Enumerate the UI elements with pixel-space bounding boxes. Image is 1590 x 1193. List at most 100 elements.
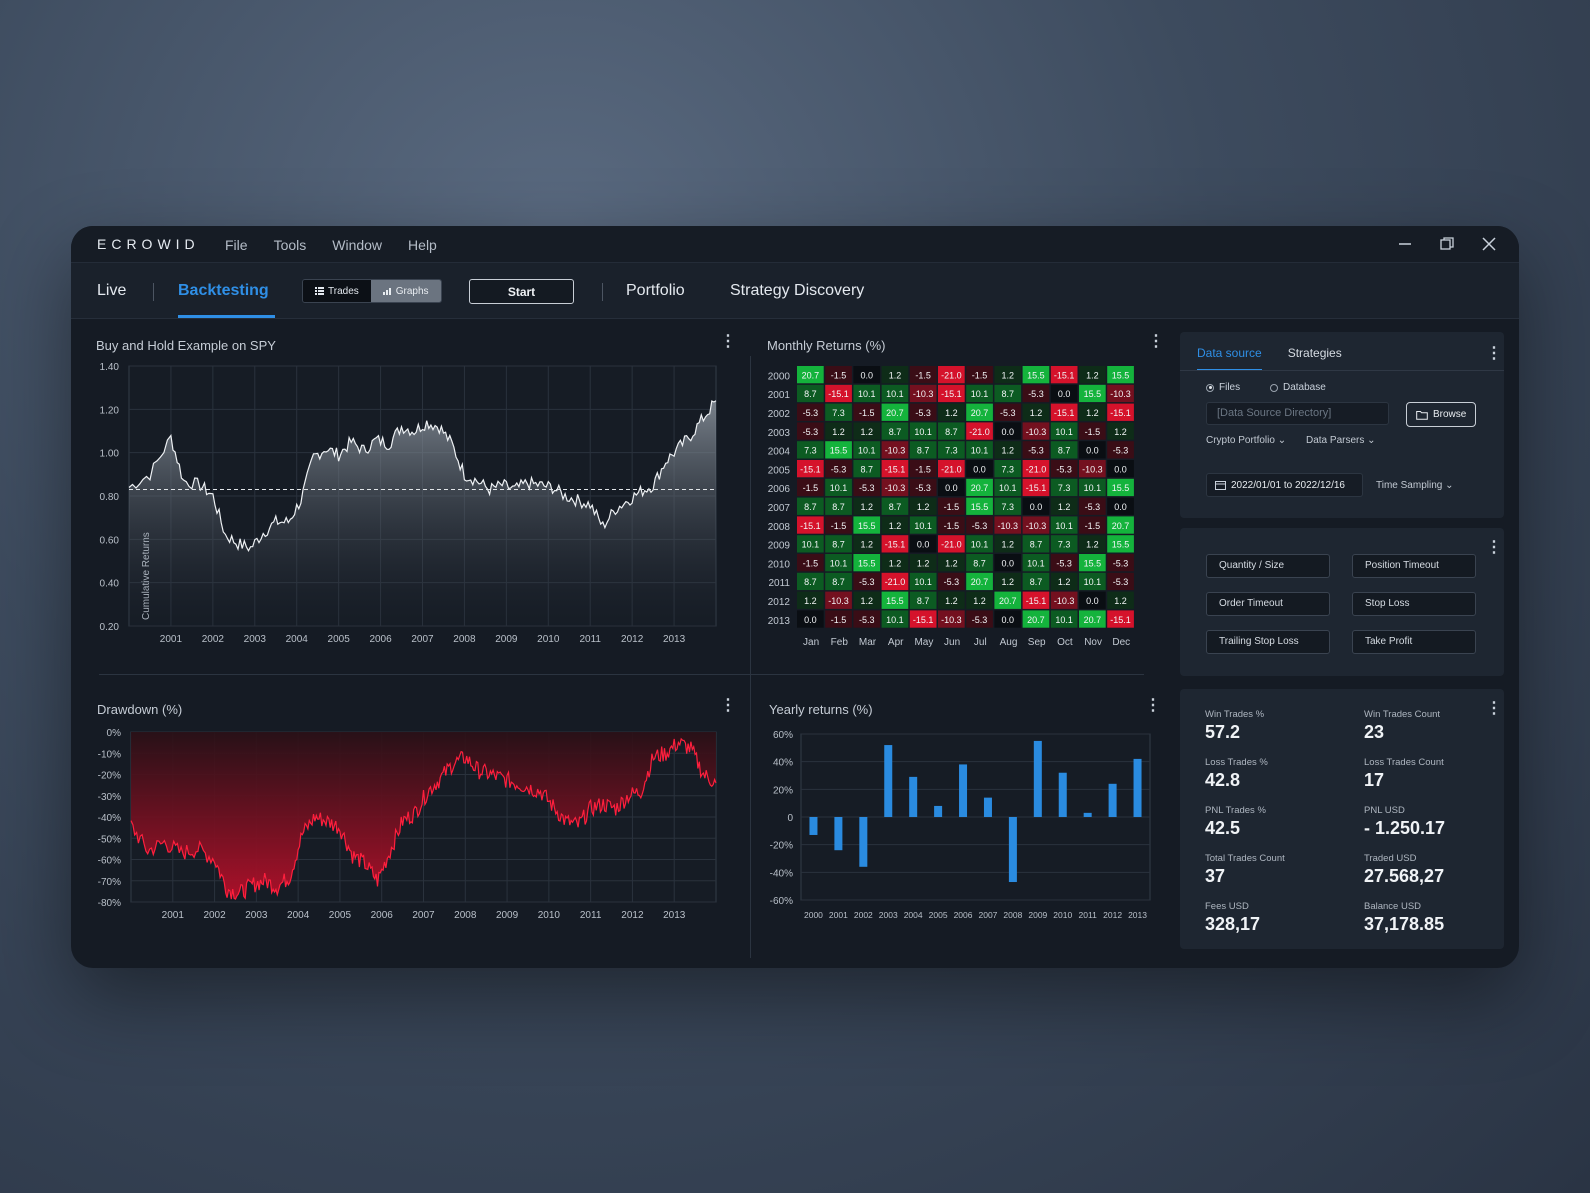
drawdown-more-icon[interactable]: ⋮ [720, 697, 736, 714]
y-tick-label: -70% [98, 877, 121, 888]
cell-value: 20.7 [971, 408, 989, 418]
date-range-field[interactable]: 2022/01/01 to 2022/12/16 [1206, 473, 1363, 497]
heatmap-cell [994, 535, 1022, 553]
tab-strategies[interactable]: Strategies [1287, 346, 1342, 360]
heatmap-cell [966, 366, 993, 384]
cell-value: -15.1 [1110, 615, 1131, 625]
trailing-stop-loss-field[interactable]: Trailing Stop Loss [1206, 630, 1330, 654]
cell-value: -21.0 [941, 370, 962, 380]
data-source-directory-input[interactable]: [Data Source Directory] [1206, 402, 1389, 425]
y-tick-label: -40% [770, 868, 793, 879]
heatmap-cell [994, 591, 1022, 609]
heatmap-cell [1022, 384, 1050, 403]
spy-more-icon[interactable]: ⋮ [720, 333, 736, 350]
data-parsers-dropdown[interactable]: Data Parsers ⌄ [1306, 435, 1376, 446]
heatmap-cell [853, 384, 881, 403]
crypto-portfolio-dropdown[interactable]: Crypto Portfolio ⌄ [1206, 435, 1286, 446]
cell-value: 1.2 [945, 596, 958, 606]
x-tick-label: 2003 [245, 910, 268, 921]
close-icon[interactable] [1479, 234, 1499, 254]
stop-loss-field[interactable]: Stop Loss [1352, 592, 1476, 616]
heatmap-cell [966, 572, 993, 591]
heatmap-cell [909, 572, 937, 591]
menu-help[interactable]: Help [408, 237, 437, 253]
take-profit-field[interactable]: Take Profit [1352, 630, 1476, 654]
heatmap-cell [938, 572, 965, 591]
heatmap-cell [825, 516, 852, 534]
nav-portfolio[interactable]: Portfolio [626, 282, 685, 299]
minimize-icon[interactable] [1395, 234, 1415, 254]
cell-value: 20.7 [1027, 615, 1045, 625]
heatmap-cell [909, 441, 937, 459]
stat-value: 328,17 [1205, 914, 1261, 934]
radio-files[interactable]: Files [1206, 382, 1240, 393]
y-tick-label: 0.40 [100, 579, 120, 590]
heatmap-cell [853, 610, 881, 628]
cell-value: -15.1 [885, 464, 906, 474]
cell-value: 8.7 [832, 540, 845, 550]
time-sampling-dropdown[interactable]: Time Sampling ⌄ [1376, 480, 1454, 491]
heatmap-cell [1079, 554, 1106, 572]
heatmap-cell [881, 591, 909, 609]
yearly-more-icon[interactable]: ⋮ [1145, 697, 1161, 714]
y-tick-label: 1.20 [100, 405, 120, 416]
cell-value: -5.3 [1056, 464, 1072, 474]
heatmap-cell [1050, 422, 1078, 440]
menu-tools[interactable]: Tools [273, 237, 307, 253]
menu-file[interactable]: File [225, 237, 248, 253]
nav-strategy-discovery[interactable]: Strategy Discovery [730, 282, 865, 299]
cell-value: -5.3 [972, 521, 988, 531]
monthly-more-icon[interactable]: ⋮ [1148, 333, 1164, 350]
restore-icon[interactable] [1437, 234, 1457, 254]
cell-value: 1.2 [945, 558, 958, 568]
spy-chart: 1.40 1.20 1.00 0.80 0.60 0.40 0.20 2001 2002 2003… [100, 362, 717, 645]
x-tick-label: 2010 [1053, 910, 1072, 920]
stats-more-icon[interactable]: ⋮ [1486, 700, 1502, 717]
quantity-size-field[interactable]: Quantity / Size [1206, 554, 1330, 578]
monthly-heatmap: 2000 20.7 -1.5 0.0 1.2 -1.5 -21.0 -1.5 1.2 15.5 -1… [768, 366, 1134, 648]
nav-separator [602, 283, 603, 301]
toggle-graphs[interactable]: Graphs [370, 280, 441, 302]
cell-value: -5.3 [972, 615, 988, 625]
nav-backtesting[interactable]: Backtesting [178, 282, 269, 299]
x-tick-label: 2004 [286, 634, 309, 645]
heatmap-cell [1050, 441, 1078, 459]
cell-value: -21.0 [969, 427, 990, 437]
heatmap-cell [1079, 478, 1106, 497]
position-timeout-field[interactable]: Position Timeout [1352, 554, 1476, 578]
cell-value: 7.3 [1058, 483, 1071, 493]
col-label: Apr [888, 637, 904, 648]
heatmap-cell [994, 366, 1022, 384]
y-tick-label: 0.80 [100, 492, 120, 503]
radio-database[interactable]: Database [1270, 382, 1326, 393]
data-parsers-label: Data Parsers [1306, 435, 1365, 446]
params-more-icon[interactable]: ⋮ [1486, 539, 1502, 556]
cell-value: -21.0 [941, 540, 962, 550]
y-tick-label: -20% [770, 841, 793, 852]
browse-button[interactable]: Browse [1406, 402, 1477, 427]
yearly-bar [1058, 772, 1067, 817]
cell-value: -10.3 [997, 521, 1018, 531]
toggle-trades[interactable]: Trades [303, 280, 371, 302]
cell-value: 10.1 [886, 615, 904, 625]
cell-value: -15.1 [885, 540, 906, 550]
cell-value: 0.0 [1001, 427, 1014, 437]
stat-label: Win Trades Count [1364, 709, 1441, 720]
order-timeout-field[interactable]: Order Timeout [1206, 592, 1330, 616]
source-more-icon[interactable]: ⋮ [1486, 345, 1502, 362]
menu-bar: File Tools Window Help [225, 237, 437, 253]
stat-value: 27.568,27 [1364, 866, 1445, 886]
start-button[interactable]: Start [469, 279, 574, 304]
heatmap-cell [853, 403, 881, 421]
menu-window[interactable]: Window [332, 237, 383, 253]
col-label: Feb [831, 637, 849, 648]
cell-value: 8.7 [1058, 446, 1071, 456]
title-bar: ECROWID File Tools Window Help [71, 226, 1519, 263]
heatmap-cell [1050, 516, 1078, 534]
cell-value: 8.7 [945, 427, 958, 437]
heatmap-cell [909, 535, 937, 553]
tab-data-source[interactable]: Data source [1197, 346, 1262, 371]
nav-live[interactable]: Live [97, 282, 127, 299]
cell-value: 1.2 [832, 427, 845, 437]
cell-value: -5.3 [803, 427, 819, 437]
